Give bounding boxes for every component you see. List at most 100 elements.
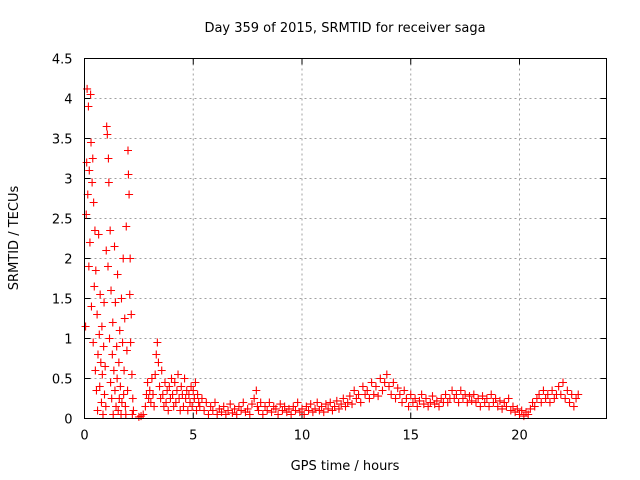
data-point [85,238,94,247]
data-point [435,402,444,411]
data-point [160,378,169,387]
data-point [239,398,248,407]
data-point [421,394,430,403]
data-point [127,370,136,379]
data-point [195,402,204,411]
data-point [293,398,302,407]
data-point [313,398,322,407]
data-point [106,226,115,235]
data-point [428,392,437,401]
data-point [204,410,213,419]
data-point [100,390,109,399]
data-point [306,400,315,409]
data-point [448,386,457,395]
data-point [554,382,563,391]
data-point [526,404,535,413]
data-point [97,398,106,407]
data-point [96,358,105,367]
data-point [103,262,112,271]
y-axis-label: SRMTID / TECUs [7,186,22,291]
data-point [263,406,272,415]
data-point [87,138,96,147]
data-point [162,398,171,407]
data-point [128,410,137,419]
data-point [126,338,135,347]
data-point [548,386,557,395]
data-point [358,382,367,391]
data-point [108,350,117,359]
chart-title: Day 359 of 2015, SRMTID for receiver sag… [204,21,485,36]
data-point [120,314,129,323]
data-point [513,404,522,413]
data-point [387,390,396,399]
x-tick-label: 5 [189,429,197,444]
data-point [93,406,102,415]
data-point [197,394,206,403]
data-point [93,350,102,359]
data-point [170,378,179,387]
data-point [356,398,365,407]
data-point [122,346,131,355]
data-point [145,386,154,395]
data-points [81,84,583,421]
y-tick-label: 4 [64,93,72,108]
y-tick-label: 2.5 [52,213,73,228]
data-point [276,400,285,409]
data-point [120,366,129,375]
data-point [90,282,99,291]
data-point [91,366,100,375]
data-point [476,402,485,411]
data-point [274,410,283,419]
data-point [105,334,114,343]
data-point [125,190,134,199]
data-point [193,390,202,399]
data-point [493,402,502,411]
data-point [461,390,470,399]
data-point [129,406,138,415]
data-point [174,370,183,379]
data-point [184,390,193,399]
data-point [213,410,222,419]
data-point [345,392,354,401]
data-point [114,358,123,367]
data-point [380,378,389,387]
data-point [232,410,241,419]
data-point [545,398,554,407]
data-point [395,390,404,399]
data-point [90,226,99,235]
data-point [208,406,217,415]
data-point [211,398,219,407]
data-point [97,322,106,331]
data-point [104,154,113,163]
data-point [190,394,199,403]
data-point [124,170,133,179]
data-point [415,396,424,405]
data-point [300,410,309,419]
data-point [171,398,180,407]
data-point [121,402,130,411]
data-point [337,400,346,409]
data-point [482,394,491,403]
x-axis-label: GPS time / hours [291,459,400,474]
y-tick-label: 0.5 [52,373,73,388]
data-point [128,394,137,403]
data-point [98,370,107,379]
data-point [194,398,203,407]
data-point [561,394,570,403]
data-point [411,394,420,403]
data-point [110,242,119,251]
x-tick-label: 10 [294,429,311,444]
data-point [155,382,164,391]
data-point [365,394,374,403]
data-point [491,394,500,403]
data-point [253,402,262,411]
data-point [374,392,383,401]
data-point [485,402,494,411]
data-point [153,338,162,347]
grid-lines [84,58,607,419]
y-tick-label: 2 [64,253,72,268]
data-point [334,404,343,413]
data-point [469,390,478,399]
data-point [180,374,189,383]
